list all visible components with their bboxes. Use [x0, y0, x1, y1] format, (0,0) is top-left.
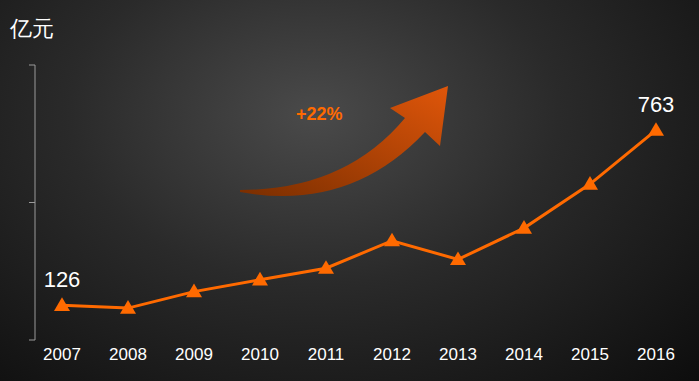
svg-text:2008: 2008 — [109, 345, 147, 364]
svg-text:2015: 2015 — [571, 345, 609, 364]
svg-text:2012: 2012 — [373, 345, 411, 364]
html-text:+22%: +22% — [296, 104, 343, 124]
svg-text:2014: 2014 — [505, 345, 543, 364]
svg-text:763: 763 — [638, 92, 675, 117]
svg-text:2011: 2011 — [308, 345, 345, 364]
svg-text:2009: 2009 — [175, 345, 213, 364]
svg-text:2016: 2016 — [637, 345, 675, 364]
svg-text:126: 126 — [44, 267, 81, 292]
html-text:亿元: 亿元 — [10, 16, 54, 41]
svg-text:2007: 2007 — [43, 345, 81, 364]
svg-text:2010: 2010 — [241, 345, 279, 364]
svg-text:2013: 2013 — [439, 345, 477, 364]
